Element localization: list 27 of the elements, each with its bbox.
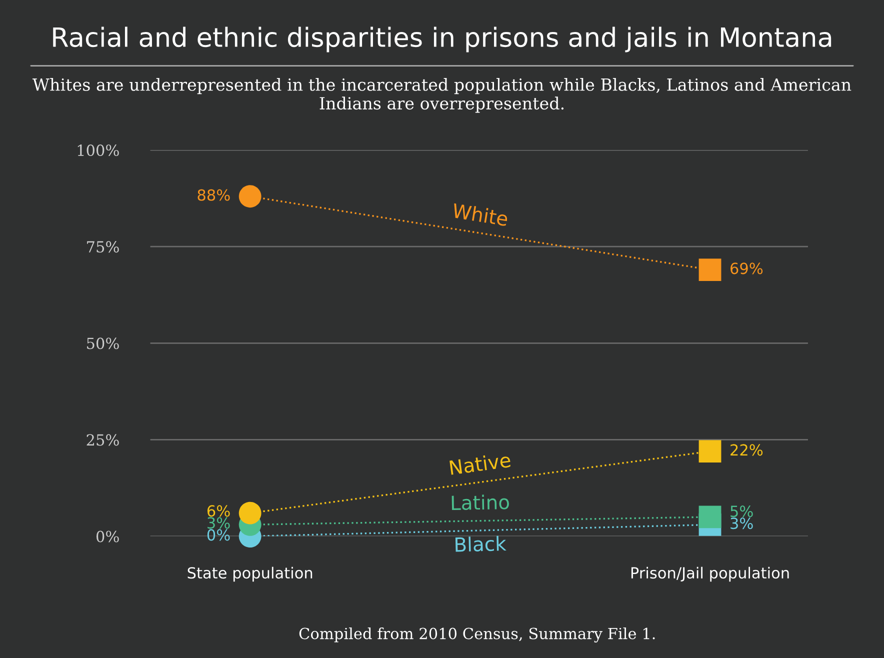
chart-title: Racial and ethnic disparities in prisons and jails in Montana [53, 26, 832, 52]
y-tick-label: 100% [78, 144, 119, 156]
data-label: 3% [208, 517, 230, 529]
point [698, 258, 722, 281]
data-label: 88% [198, 189, 230, 201]
x-tick-label: Prison/Jail population [631, 566, 789, 582]
data-label: 3% [730, 518, 753, 530]
series-label: Black [455, 536, 506, 552]
data-label: 6% [207, 505, 230, 517]
y-tick-label: 75% [87, 241, 119, 253]
point [238, 185, 262, 208]
series-label: Latino [452, 494, 510, 510]
point [698, 440, 722, 462]
y-tick-label: 25% [86, 434, 119, 446]
text: Compiled from 2010 Census, Summary File 1. [299, 627, 655, 642]
y-tick-label: 50% [87, 338, 119, 350]
text: Native [449, 452, 511, 476]
data-label: 0% [207, 529, 230, 541]
data-label: 22% [730, 444, 763, 456]
data-label: 5% [730, 506, 753, 518]
data-label: 69% [730, 262, 763, 274]
x-tick-label: State population [188, 566, 312, 582]
text: White [452, 202, 508, 226]
point [238, 502, 262, 524]
point [698, 506, 722, 528]
y-tick-label: 0% [96, 530, 119, 542]
chart-subtitle: Whites are underrepresented in the incarcerated population while Blacks, Latinos and American Indians are overrepresented. [32, 78, 852, 113]
